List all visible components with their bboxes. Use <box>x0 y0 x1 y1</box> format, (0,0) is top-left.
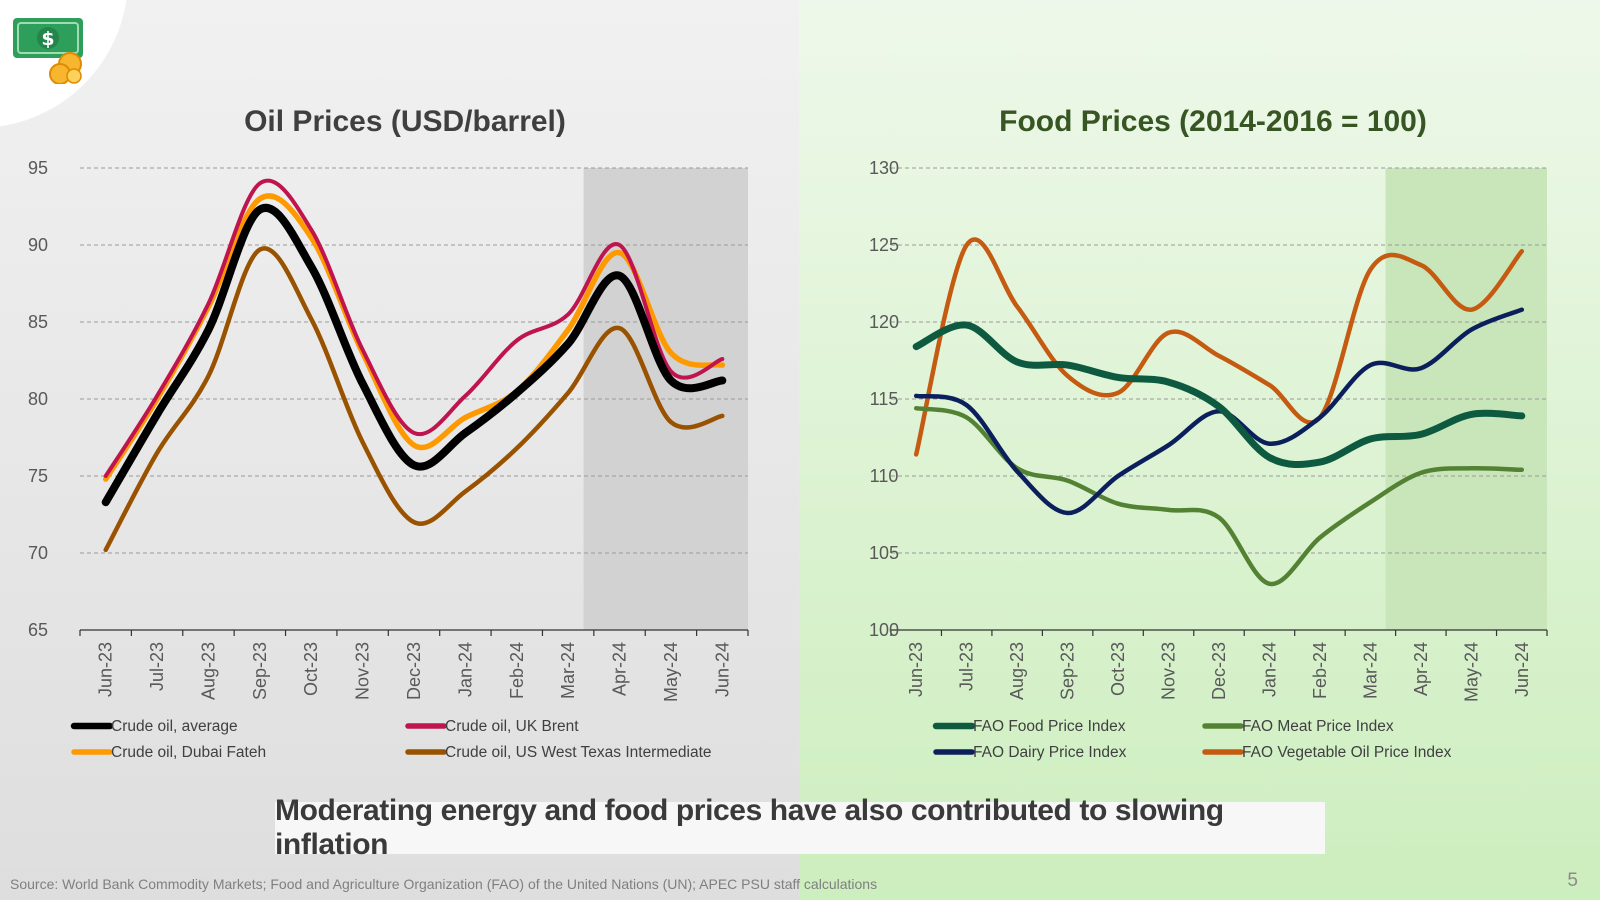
series-line <box>103 246 725 553</box>
legend-label: FAO Food Price Index <box>973 718 1126 735</box>
y-tick-label: 80 <box>28 389 48 409</box>
x-tick-label: Apr-24 <box>1411 642 1431 696</box>
x-tick-label: Sep-23 <box>1058 642 1078 700</box>
legend-label: Crude oil, US West Texas Intermediate <box>445 744 712 761</box>
x-tick-label: Oct-23 <box>301 642 321 696</box>
oil-chart-title: Oil Prices (USD/barrel) <box>244 105 566 138</box>
x-tick-label: Jan-24 <box>1259 642 1279 697</box>
y-tick-label: 110 <box>870 466 899 486</box>
x-tick-label: Jun-23 <box>906 642 926 697</box>
x-tick-label: Jul-23 <box>957 642 977 691</box>
x-tick-label: Mar-24 <box>558 642 578 699</box>
x-tick-label: Feb-24 <box>507 642 527 699</box>
x-tick-label: Apr-24 <box>610 642 630 696</box>
y-tick-label: 90 <box>28 235 48 255</box>
source-note: Source: World Bank Commodity Markets; Fo… <box>10 876 878 892</box>
y-tick-label: 95 <box>28 158 48 178</box>
legend-label: FAO Dairy Price Index <box>973 744 1127 761</box>
x-tick-label: May-24 <box>661 642 681 702</box>
series-line <box>103 178 725 478</box>
x-tick-label: Aug-23 <box>198 642 218 700</box>
x-tick-label: Jun-24 <box>1512 642 1532 697</box>
x-tick-label: Nov-23 <box>353 642 373 700</box>
series-line <box>913 307 1525 516</box>
x-tick-label: Jun-24 <box>712 642 732 697</box>
x-tick-label: Jun-23 <box>96 642 116 697</box>
food-price-chart: Food Prices (2014-2016 = 100) 100 105 110 1… <box>869 105 1548 761</box>
y-tick-label: 115 <box>870 389 899 409</box>
y-tick-label: 100 <box>869 620 899 640</box>
legend-label: FAO Vegetable Oil Price Index <box>1242 744 1452 761</box>
oil-price-chart: Oil Prices (USD/barrel) 65 70 75 80 85 90 95 J… <box>28 105 749 761</box>
x-tick-label: Aug-23 <box>1007 642 1027 700</box>
y-tick-label: 120 <box>869 312 899 332</box>
x-tick-label: Jul-23 <box>147 642 167 691</box>
y-tick-label: 130 <box>869 158 899 178</box>
legend-label: Crude oil, Dubai Fateh <box>111 744 266 761</box>
x-tick-label: Nov-23 <box>1159 642 1179 700</box>
food-chart-title: Food Prices (2014-2016 = 100) <box>999 105 1427 138</box>
x-tick-label: Dec-23 <box>1209 642 1229 700</box>
x-tick-label: Oct-23 <box>1108 642 1128 696</box>
y-tick-label: 65 <box>28 620 48 640</box>
legend-label: FAO Meat Price Index <box>1242 718 1394 735</box>
money-icon: $ <box>13 18 83 84</box>
y-tick-label: 75 <box>28 466 48 486</box>
x-tick-label: May-24 <box>1461 642 1481 702</box>
legend-label: Crude oil, average <box>111 718 238 735</box>
legend-label: Crude oil, UK Brent <box>445 718 579 735</box>
y-tick-label: 105 <box>869 543 899 563</box>
x-tick-label: Sep-23 <box>250 642 270 700</box>
x-tick-label: Mar-24 <box>1360 642 1380 699</box>
series-line <box>912 321 1526 468</box>
svg-text:$: $ <box>41 28 54 50</box>
x-tick-label: Dec-23 <box>404 642 424 700</box>
y-tick-label: 85 <box>28 312 48 332</box>
headline-banner: Moderating energy and food prices have a… <box>275 794 1325 861</box>
y-tick-label: 70 <box>28 543 48 563</box>
y-tick-label: 125 <box>869 235 899 255</box>
series-line <box>913 237 1525 457</box>
series-line <box>101 203 727 507</box>
x-tick-label: Jan-24 <box>455 642 475 697</box>
x-tick-label: Feb-24 <box>1310 642 1330 699</box>
page-number: 5 <box>1567 870 1578 891</box>
